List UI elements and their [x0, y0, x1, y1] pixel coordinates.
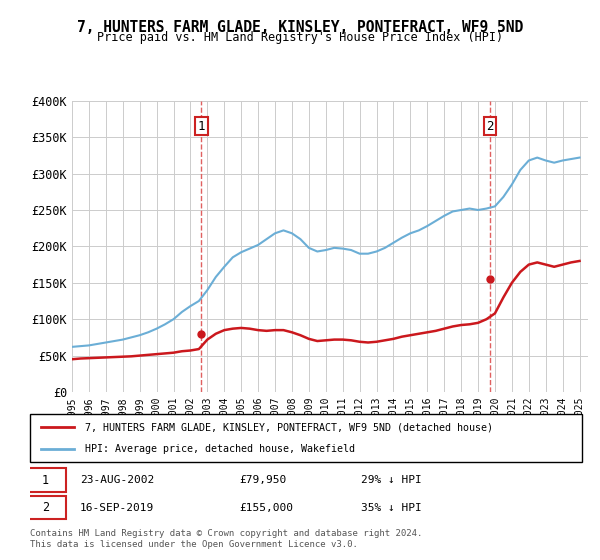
Text: Contains HM Land Registry data © Crown copyright and database right 2024.: Contains HM Land Registry data © Crown c… — [30, 529, 422, 538]
Text: 23-AUG-2002: 23-AUG-2002 — [80, 475, 154, 485]
Text: 2: 2 — [42, 501, 49, 514]
Text: 16-SEP-2019: 16-SEP-2019 — [80, 503, 154, 513]
FancyBboxPatch shape — [25, 468, 66, 492]
Text: This data is licensed under the Open Government Licence v3.0.: This data is licensed under the Open Gov… — [30, 540, 358, 549]
FancyBboxPatch shape — [25, 496, 66, 520]
Text: 35% ↓ HPI: 35% ↓ HPI — [361, 503, 422, 513]
Text: 7, HUNTERS FARM GLADE, KINSLEY, PONTEFRACT, WF9 5ND: 7, HUNTERS FARM GLADE, KINSLEY, PONTEFRA… — [77, 20, 523, 35]
Text: 1: 1 — [197, 120, 205, 133]
Text: £155,000: £155,000 — [240, 503, 294, 513]
Text: £79,950: £79,950 — [240, 475, 287, 485]
Text: 29% ↓ HPI: 29% ↓ HPI — [361, 475, 422, 485]
Text: 7, HUNTERS FARM GLADE, KINSLEY, PONTEFRACT, WF9 5ND (detached house): 7, HUNTERS FARM GLADE, KINSLEY, PONTEFRA… — [85, 422, 493, 432]
Text: Price paid vs. HM Land Registry's House Price Index (HPI): Price paid vs. HM Land Registry's House … — [97, 31, 503, 44]
FancyBboxPatch shape — [30, 414, 582, 462]
Text: 1: 1 — [42, 474, 49, 487]
Text: 2: 2 — [486, 120, 494, 133]
Text: HPI: Average price, detached house, Wakefield: HPI: Average price, detached house, Wake… — [85, 444, 355, 454]
